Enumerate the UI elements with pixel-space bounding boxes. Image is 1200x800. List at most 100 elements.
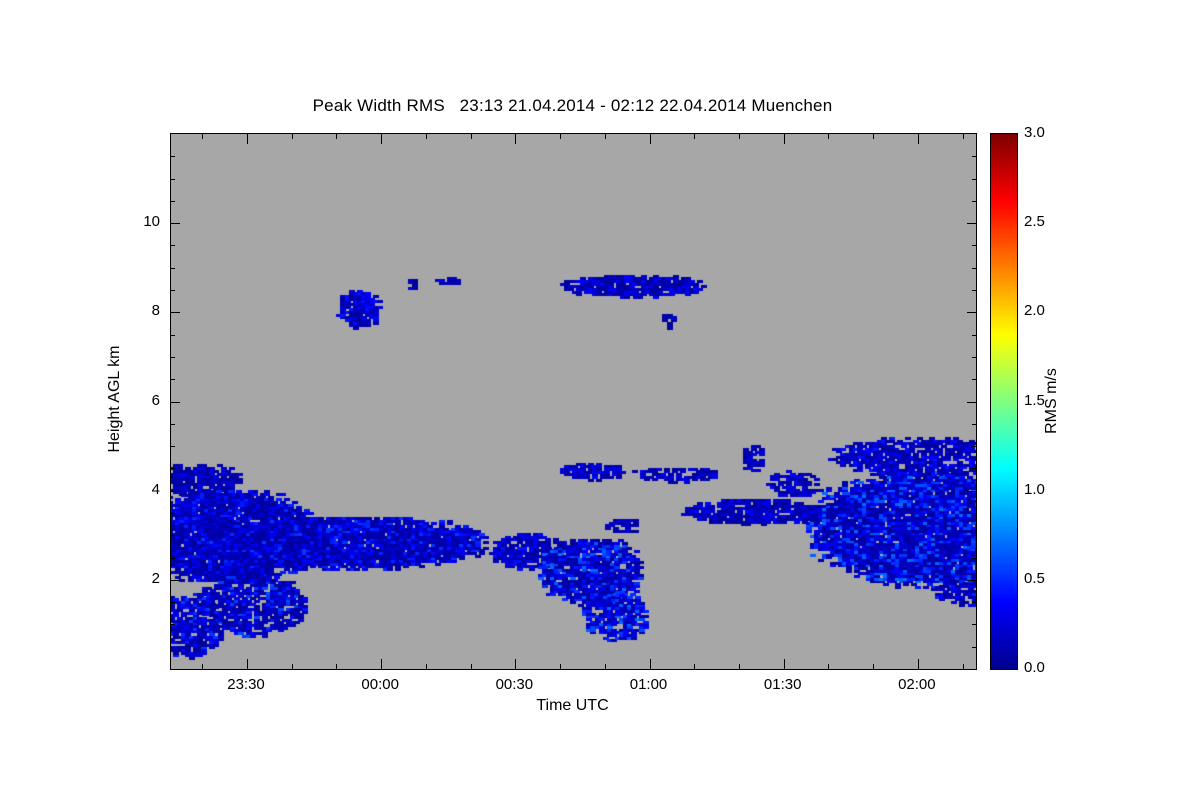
x-minor-tick-top bbox=[336, 134, 337, 139]
y-minor-tick-right bbox=[972, 156, 976, 157]
y-minor-tick-right bbox=[972, 379, 976, 380]
y-tick-label: 8 bbox=[151, 302, 160, 320]
x-major-tick-top bbox=[247, 134, 248, 144]
y-minor-tick bbox=[171, 179, 175, 180]
x-minor-tick bbox=[963, 664, 964, 669]
y-minor-tick-right bbox=[972, 624, 976, 625]
x-major-tick-top bbox=[784, 134, 785, 144]
y-minor-tick bbox=[171, 602, 175, 603]
x-minor-tick-top bbox=[560, 134, 561, 139]
y-tick-label: 10 bbox=[143, 213, 160, 231]
x-minor-tick-top bbox=[873, 134, 874, 139]
y-minor-tick-right bbox=[972, 424, 976, 425]
y-minor-tick bbox=[171, 513, 175, 514]
y-major-tick bbox=[171, 402, 180, 403]
x-minor-tick-top bbox=[828, 134, 829, 139]
colorbar-tick-label: 3.0 bbox=[1024, 124, 1045, 141]
x-minor-tick bbox=[202, 664, 203, 669]
y-minor-tick-right bbox=[972, 602, 976, 603]
y-minor-tick bbox=[171, 446, 175, 447]
x-major-tick-top bbox=[918, 134, 919, 144]
y-minor-tick-right bbox=[972, 201, 976, 202]
x-minor-tick bbox=[739, 664, 740, 669]
y-major-tick bbox=[171, 312, 180, 313]
x-tick-label: 23:30 bbox=[227, 676, 265, 693]
colorbar-canvas bbox=[991, 134, 1017, 669]
x-major-tick-top bbox=[515, 134, 516, 144]
y-major-tick bbox=[171, 491, 180, 492]
x-minor-tick bbox=[873, 664, 874, 669]
y-minor-tick-right bbox=[972, 558, 976, 559]
x-tick-label: 00:00 bbox=[361, 676, 399, 693]
y-major-tick bbox=[171, 223, 180, 224]
x-minor-tick-top bbox=[202, 134, 203, 139]
y-minor-tick-right bbox=[972, 647, 976, 648]
y-tick-label: 4 bbox=[151, 480, 160, 498]
colorbar-tick-label: 2.0 bbox=[1024, 302, 1045, 320]
colorbar-tick-label: 1.0 bbox=[1024, 480, 1045, 498]
x-minor-tick bbox=[560, 664, 561, 669]
y-minor-tick bbox=[171, 468, 175, 469]
x-minor-tick-top bbox=[471, 134, 472, 139]
y-tick-label: 2 bbox=[151, 569, 160, 587]
y-minor-tick bbox=[171, 558, 175, 559]
colorbar-axis-label: RMS m/s bbox=[1043, 368, 1060, 434]
y-minor-tick-right bbox=[972, 513, 976, 514]
x-minor-tick-top bbox=[963, 134, 964, 139]
colorbar-tick-label: 1.5 bbox=[1024, 391, 1045, 409]
x-major-tick bbox=[650, 659, 651, 669]
x-minor-tick-top bbox=[739, 134, 740, 139]
y-minor-tick bbox=[171, 201, 175, 202]
x-tick-label: 01:00 bbox=[629, 676, 668, 693]
y-minor-tick bbox=[171, 379, 175, 380]
colorbar bbox=[990, 133, 1018, 670]
y-major-tick-right bbox=[967, 580, 976, 581]
colorbar-tick-label: 0.0 bbox=[1024, 659, 1045, 676]
x-minor-tick bbox=[694, 664, 695, 669]
chart-title: Peak Width RMS 23:13 21.04.2014 - 02:12 … bbox=[312, 96, 833, 115]
x-minor-tick-top bbox=[426, 134, 427, 139]
y-major-tick-right bbox=[967, 402, 976, 403]
y-minor-tick-right bbox=[972, 535, 976, 536]
y-minor-tick bbox=[171, 357, 175, 358]
y-minor-tick bbox=[171, 290, 175, 291]
y-minor-tick bbox=[171, 647, 175, 648]
y-minor-tick bbox=[171, 156, 175, 157]
y-minor-tick bbox=[171, 335, 175, 336]
colorbar-tick-label: 0.5 bbox=[1024, 569, 1045, 587]
y-minor-tick-right bbox=[972, 335, 976, 336]
y-minor-tick-right bbox=[972, 468, 976, 469]
x-major-tick-top bbox=[650, 134, 651, 144]
x-minor-tick bbox=[336, 664, 337, 669]
x-minor-tick bbox=[471, 664, 472, 669]
y-minor-tick bbox=[171, 268, 175, 269]
x-tick-label: 01:30 bbox=[763, 676, 802, 693]
y-minor-tick-right bbox=[972, 290, 976, 291]
y-major-tick bbox=[171, 580, 180, 581]
y-minor-tick bbox=[171, 624, 175, 625]
x-tick-label: 02:00 bbox=[898, 676, 936, 693]
x-minor-tick-top bbox=[694, 134, 695, 139]
y-major-tick-right bbox=[967, 491, 976, 492]
y-minor-tick bbox=[171, 245, 175, 246]
y-major-tick-right bbox=[967, 223, 976, 224]
x-major-tick bbox=[381, 659, 382, 669]
x-minor-tick bbox=[605, 664, 606, 669]
x-minor-tick bbox=[292, 664, 293, 669]
y-tick-label: 6 bbox=[151, 391, 160, 409]
y-minor-tick-right bbox=[972, 357, 976, 358]
y-major-tick-right bbox=[967, 312, 976, 313]
heatmap-canvas bbox=[171, 134, 976, 669]
x-major-tick bbox=[784, 659, 785, 669]
x-major-tick bbox=[247, 659, 248, 669]
y-minor-tick-right bbox=[972, 179, 976, 180]
x-tick-label: 00:30 bbox=[495, 676, 534, 693]
y-minor-tick bbox=[171, 535, 175, 536]
x-minor-tick bbox=[426, 664, 427, 669]
x-major-tick-top bbox=[381, 134, 382, 144]
x-major-tick bbox=[515, 659, 516, 669]
x-major-tick bbox=[918, 659, 919, 669]
x-minor-tick-top bbox=[292, 134, 293, 139]
y-minor-tick bbox=[171, 424, 175, 425]
